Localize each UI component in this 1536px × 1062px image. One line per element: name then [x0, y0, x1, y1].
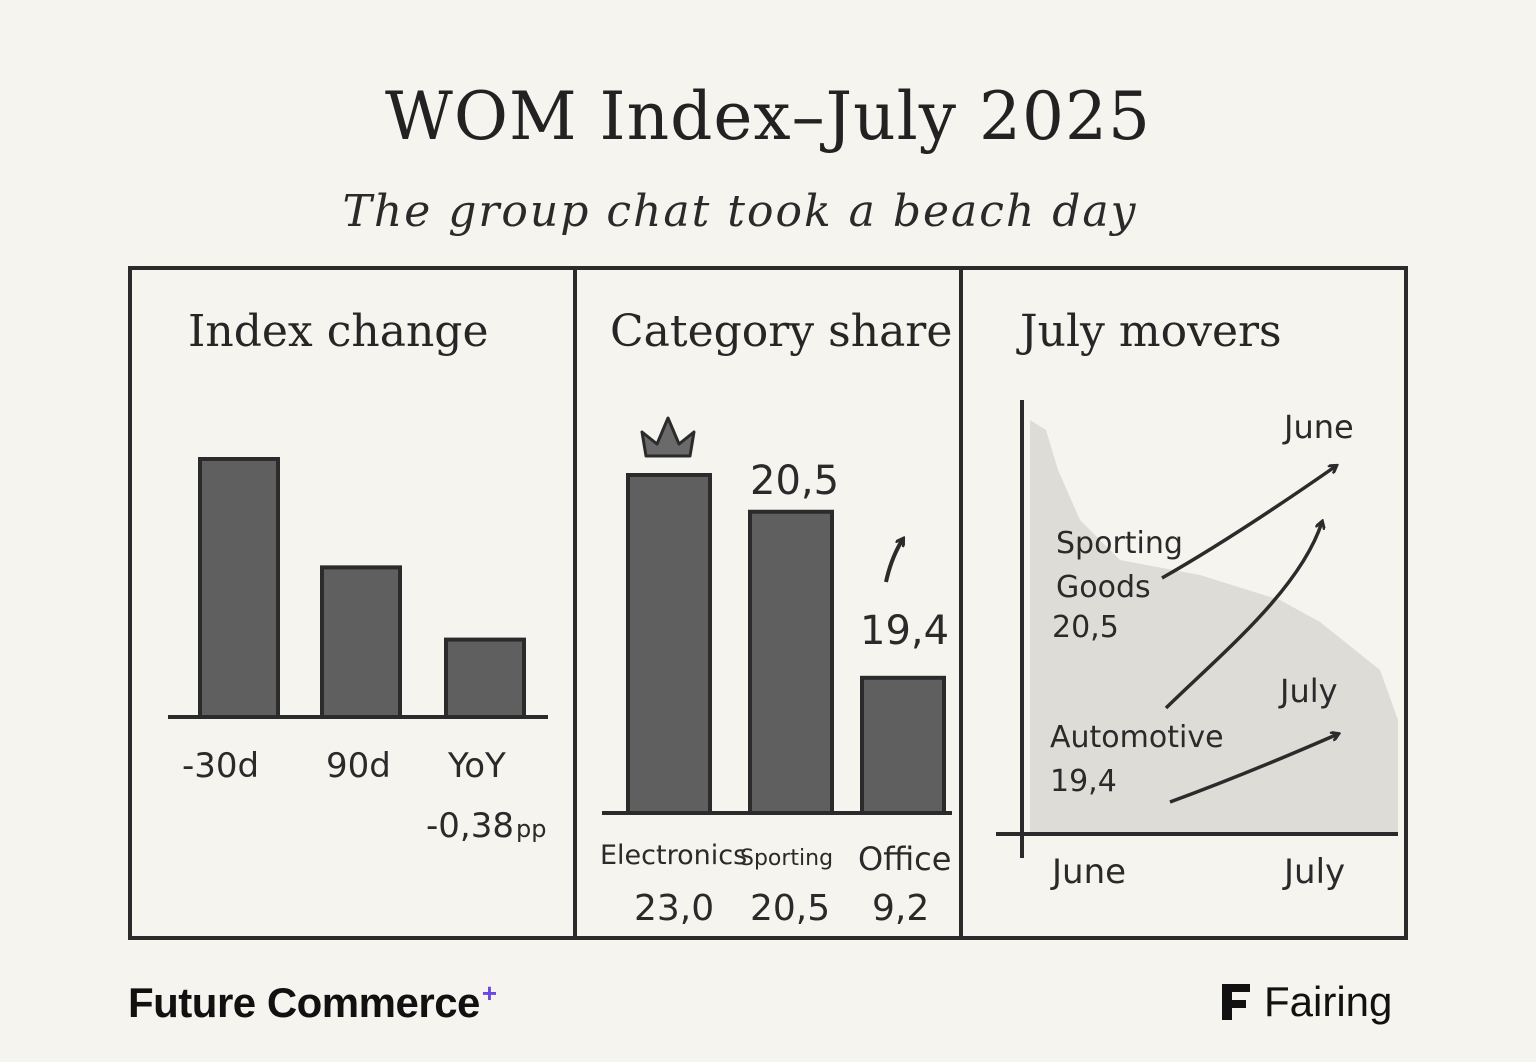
bar-90d [320, 565, 402, 719]
x-tick-label: July [1284, 852, 1346, 892]
yoy-annotation: -0,38pp [426, 806, 547, 846]
x-tick-label: Electronics [600, 840, 748, 871]
series-value-label: 20,5 [1052, 610, 1119, 645]
series-value-label: 19,4 [1050, 764, 1117, 799]
bar--30d [198, 457, 280, 719]
x-tick-label: June [1052, 852, 1127, 892]
series-end-label: June [1284, 408, 1354, 446]
chart-frame [128, 266, 1408, 940]
july-movers-plot [996, 400, 1398, 858]
bar-value-label: 9,2 [872, 888, 930, 929]
panel-divider [573, 266, 577, 940]
bar-sporting [748, 509, 834, 815]
panel-title-index-change: Index change [188, 306, 489, 357]
category-share-bars [626, 473, 946, 815]
x-tick-label: YoY [448, 746, 506, 786]
page-title: WOM Index–July 2025 [385, 78, 1151, 155]
brand-future-commerce: Future Commerce+ [128, 978, 497, 1026]
bar-office [860, 675, 946, 815]
series-label-sporting-goods: Sporting Goods [1056, 526, 1183, 605]
series-arrow-sporting-goods [1161, 466, 1336, 580]
panel-title-july-movers: July movers [1020, 306, 1282, 357]
bar-yoy [444, 637, 526, 719]
up-arrow-icon [884, 539, 903, 583]
x-tick-label: -30d [182, 746, 260, 786]
series-arrow-automotive [1169, 734, 1338, 804]
bar-top-label: 19,4 [860, 608, 950, 654]
bar-electronics [626, 473, 712, 815]
brand-fairing: Fairing [1216, 978, 1392, 1026]
x-tick-label: 90d [326, 746, 391, 786]
index-change-bars [198, 457, 526, 719]
panel-divider [959, 266, 963, 940]
series-label-automotive: Automotive [1050, 720, 1224, 755]
bar-value-label: 23,0 [634, 888, 715, 929]
page-subtitle: The group chat took a beach day [342, 186, 1138, 237]
series-end-label: July [1280, 672, 1338, 710]
crown-icon [640, 416, 696, 458]
x-tick-label: Sporting [740, 846, 834, 871]
panel-title-category-share: Category share [610, 306, 953, 357]
x-tick-label: Office [858, 840, 952, 878]
series-arrow-upper [1164, 522, 1322, 710]
fairing-logo-icon [1222, 984, 1250, 1020]
bar-top-label: 20,5 [750, 458, 840, 504]
bar-value-label: 20,5 [750, 888, 831, 929]
